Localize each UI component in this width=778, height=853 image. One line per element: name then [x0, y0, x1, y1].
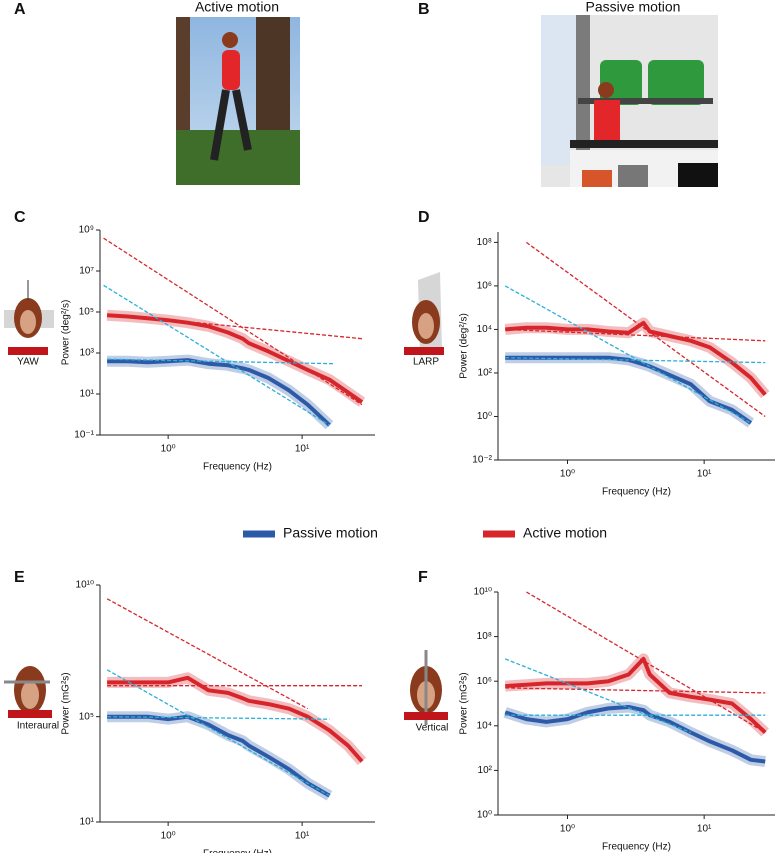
- y-tick-label: 10⁹: [79, 225, 94, 236]
- vertical-icon: [404, 650, 448, 725]
- x-tick-label: 10¹: [697, 824, 712, 835]
- y-tick-label: 10⁰: [477, 411, 492, 422]
- y-tick-label: 10¹: [80, 817, 95, 828]
- fit-line: [504, 658, 692, 734]
- series-line: [505, 320, 767, 396]
- y-tick-label: 10⁴: [477, 324, 492, 335]
- y-tick-label: 10⁷: [79, 266, 94, 277]
- fit-line: [526, 591, 766, 734]
- x-axis-label: Frequency (Hz): [203, 849, 272, 853]
- y-tick-label: 10⁸: [477, 237, 492, 248]
- fit-line: [106, 669, 330, 797]
- y-tick-label: 10⁻²: [472, 455, 492, 466]
- fit-line: [526, 241, 766, 418]
- series-line: [505, 656, 767, 734]
- series-line: [505, 355, 753, 425]
- panel-label: A: [14, 1, 26, 18]
- y-tick-label: 10⁴: [477, 720, 492, 731]
- y-axis-label: Power (deg²/s): [459, 313, 470, 379]
- icon-label: Interaural: [17, 721, 59, 732]
- fit-line: [107, 313, 363, 340]
- x-tick-label: 10¹: [697, 469, 712, 480]
- panel-label: B: [418, 1, 430, 18]
- x-axis-label: Frequency (Hz): [602, 487, 671, 498]
- fit-line: [107, 716, 330, 720]
- fit-line: [505, 687, 766, 694]
- y-tick-label: 10²: [478, 765, 493, 776]
- panel-title: Passive motion: [586, 0, 681, 15]
- y-tick-label: 10¹⁰: [474, 587, 492, 598]
- y-tick-label: 10¹: [80, 389, 95, 400]
- y-tick-label: 10¹⁰: [76, 580, 94, 591]
- interaural-icon: [4, 666, 52, 718]
- x-tick-label: 10⁰: [560, 824, 575, 835]
- x-tick-label: 10⁰: [161, 444, 176, 455]
- fit-line: [103, 237, 363, 406]
- series-line: [107, 358, 331, 427]
- x-tick-label: 10¹: [295, 444, 310, 455]
- y-axis-label: Power (mG²s): [459, 672, 470, 734]
- x-axis-label: Frequency (Hz): [602, 842, 671, 853]
- y-tick-label: 10²: [478, 368, 493, 379]
- x-axis-label: Frequency (Hz): [203, 462, 272, 473]
- x-tick-label: 10¹: [295, 831, 310, 842]
- series-line: [107, 675, 364, 763]
- fit-line: [106, 598, 309, 710]
- y-tick-label: 10⁶: [477, 676, 492, 687]
- fit-line: [504, 285, 752, 424]
- y-axis-label: Power (deg²/s): [61, 300, 72, 366]
- y-tick-label: 10⁰: [477, 810, 492, 821]
- series-line: [107, 714, 331, 798]
- panel-label: F: [418, 569, 428, 586]
- legend-label: Passive motion: [283, 525, 378, 541]
- fit-line: [505, 357, 766, 364]
- panel-label: E: [14, 569, 25, 586]
- panel-title: Active motion: [195, 0, 279, 15]
- y-tick-label: 10⁵: [79, 307, 94, 318]
- yaw-icon: [4, 280, 54, 355]
- series-line: [106, 313, 364, 404]
- fit-line: [103, 284, 330, 426]
- active-photo: [176, 17, 300, 185]
- x-tick-label: 10⁰: [161, 831, 176, 842]
- larp-icon: [404, 272, 444, 356]
- y-tick-label: 10⁶: [477, 281, 492, 292]
- panel-label: C: [14, 209, 26, 226]
- x-tick-label: 10⁰: [560, 469, 575, 480]
- icon-label: Vertical: [416, 723, 449, 734]
- legend-label: Active motion: [523, 525, 607, 541]
- panel-label: D: [418, 209, 430, 226]
- fit-line: [505, 328, 766, 342]
- passive-photo: [541, 15, 718, 187]
- y-tick-label: 10⁸: [477, 631, 492, 642]
- series-line: [504, 705, 766, 764]
- y-tick-label: 10³: [80, 348, 95, 359]
- icon-label: YAW: [17, 357, 39, 368]
- fit-line: [107, 358, 334, 365]
- series-band: [505, 352, 755, 428]
- icon-label: LARP: [413, 357, 439, 368]
- y-tick-label: 10⁻¹: [74, 430, 94, 441]
- y-tick-label: 10⁵: [79, 711, 94, 722]
- y-axis-label: Power (mG²s): [61, 672, 72, 734]
